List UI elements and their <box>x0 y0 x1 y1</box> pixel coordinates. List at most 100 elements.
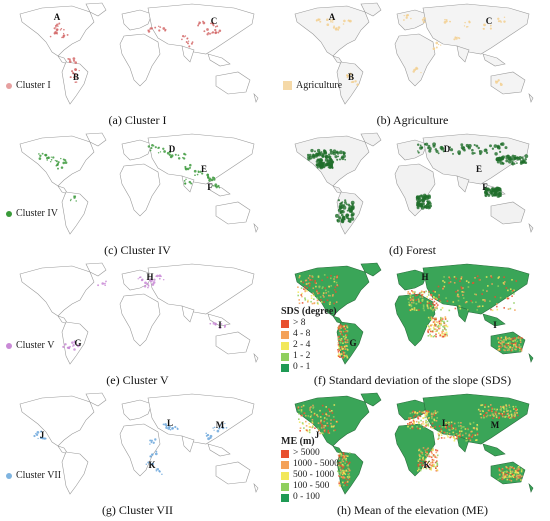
raster-cell <box>418 468 420 470</box>
cluster-point <box>437 43 440 46</box>
land-greenland <box>360 262 382 277</box>
raster-cell <box>331 412 334 414</box>
cluster-point <box>151 143 154 147</box>
raster-cell <box>460 276 463 278</box>
raster-cell <box>444 328 446 330</box>
raster-cell <box>429 333 431 336</box>
raster-cell <box>515 348 517 351</box>
raster-cell <box>343 353 345 356</box>
cluster-point <box>158 277 161 280</box>
raster-cell <box>472 421 475 424</box>
raster-cell <box>340 353 343 356</box>
cluster-point <box>342 23 345 25</box>
raster-cell <box>333 278 335 280</box>
raster-cell <box>509 475 512 478</box>
cluster-point <box>457 37 460 39</box>
land-greenland <box>85 132 107 147</box>
cluster-point <box>73 76 75 79</box>
raster-cell <box>427 330 429 333</box>
raster-cell <box>346 464 349 467</box>
raster-cell <box>500 407 503 409</box>
raster-cell <box>305 429 307 431</box>
me-label-0: > 5000 <box>293 448 320 458</box>
cluster-point <box>183 180 186 182</box>
raster-cell <box>508 348 510 351</box>
forest-cell <box>328 155 332 159</box>
forest-cell <box>505 159 509 163</box>
raster-cell <box>452 301 455 303</box>
sds-legend-row: > 8 <box>281 318 337 329</box>
forest-cell <box>336 219 341 223</box>
cluster-point <box>205 432 207 435</box>
raster-cell <box>349 452 351 454</box>
raster-cell <box>414 291 416 293</box>
raster-cell <box>429 307 432 309</box>
raster-cell <box>434 328 437 330</box>
raster-cell <box>317 415 319 418</box>
cluster-point <box>55 26 57 28</box>
raster-cell <box>503 307 505 309</box>
forest-cell <box>316 148 321 153</box>
raster-cell <box>417 298 420 300</box>
raster-cell <box>493 415 495 417</box>
cluster-point <box>147 284 150 286</box>
raster-cell <box>499 477 501 480</box>
region-label-g: G <box>74 338 81 348</box>
raster-cell <box>501 414 504 417</box>
forest-cell <box>322 164 326 169</box>
raster-cell <box>511 347 514 349</box>
raster-cell <box>441 335 444 338</box>
cluster-point <box>163 150 166 153</box>
raster-cell <box>434 318 436 320</box>
raster-cell <box>341 340 344 342</box>
forest-cell <box>498 150 502 154</box>
raster-cell <box>422 457 424 460</box>
raster-cell <box>340 331 343 334</box>
raster-cell <box>513 293 515 295</box>
raster-cell <box>438 425 441 428</box>
cluster-point <box>209 22 212 25</box>
raster-cell <box>427 465 430 468</box>
raster-cell <box>323 425 325 427</box>
cluster-point <box>74 81 77 83</box>
raster-cell <box>432 447 434 450</box>
raster-cell <box>425 421 427 424</box>
cluster-point <box>190 182 193 185</box>
raster-cell <box>506 346 508 349</box>
raster-cell <box>423 412 426 414</box>
raster-cell <box>342 466 345 468</box>
cluster-point <box>329 19 332 22</box>
cluster-point <box>157 147 159 149</box>
raster-cell <box>410 305 413 308</box>
raster-cell <box>346 341 349 344</box>
raster-cell <box>499 349 501 351</box>
raster-cell <box>345 478 348 481</box>
cluster-point <box>453 38 456 41</box>
forest-cell <box>511 154 515 158</box>
forest-cell <box>507 160 512 164</box>
raster-cell <box>447 436 449 438</box>
raster-cell <box>436 329 438 331</box>
raster-cell <box>339 324 342 326</box>
raster-cell <box>443 320 445 323</box>
raster-cell <box>439 322 441 325</box>
raster-cell <box>500 339 503 342</box>
raster-cell <box>460 425 462 427</box>
raster-cell <box>313 412 316 415</box>
raster-cell <box>342 473 344 476</box>
raster-cell <box>448 423 450 426</box>
raster-cell <box>506 413 509 415</box>
cluster-point <box>351 76 354 79</box>
raster-cell <box>333 289 336 291</box>
raster-cell <box>433 320 436 323</box>
raster-cell <box>432 455 435 457</box>
raster-cell <box>435 420 438 422</box>
raster-cell <box>505 408 508 411</box>
raster-cell <box>435 467 437 469</box>
cluster-point <box>147 145 150 148</box>
raster-cell <box>346 484 348 486</box>
raster-cell <box>346 455 349 457</box>
raster-cell <box>482 289 484 292</box>
raster-cell <box>433 418 435 421</box>
cluster-point <box>435 46 438 49</box>
